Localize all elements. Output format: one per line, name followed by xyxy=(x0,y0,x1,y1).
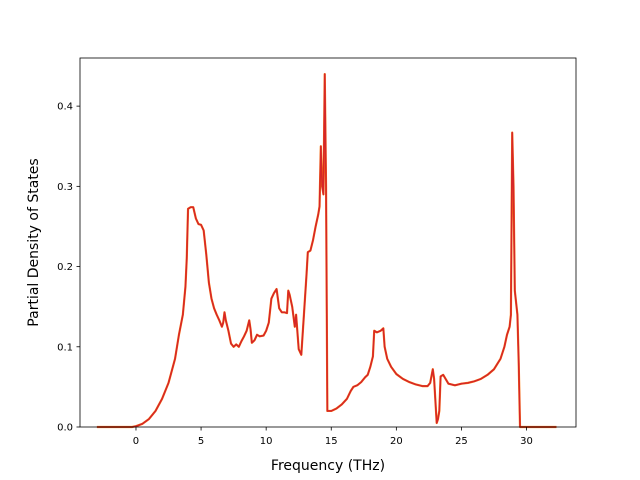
y-tick-label: 0.4 xyxy=(57,102,73,113)
x-tick-label: 0 xyxy=(133,436,139,447)
y-tick-label: 0.1 xyxy=(57,342,73,353)
y-axis-ticks: 0.0 0.1 0.2 0.3 0.4 xyxy=(57,102,80,434)
y-axis-label: Partial Density of States xyxy=(26,158,42,326)
series-layer xyxy=(96,72,557,429)
plot-frame xyxy=(79,57,577,428)
x-tick-label: 30 xyxy=(520,436,533,447)
x-tick-label: 20 xyxy=(390,436,403,447)
x-tick-label: 25 xyxy=(455,436,468,447)
x-tick-label: 10 xyxy=(260,436,273,447)
x-axis-ticks: 0 5 10 15 20 25 30 xyxy=(133,427,533,447)
series-line xyxy=(96,73,557,428)
y-tick-label: 0.0 xyxy=(57,423,73,434)
x-axis-label: Frequency (THz) xyxy=(271,458,385,474)
y-tick-label: 0.3 xyxy=(57,182,73,193)
x-tick-label: 15 xyxy=(325,436,338,447)
y-tick-label: 0.2 xyxy=(57,262,73,273)
x-tick-label: 5 xyxy=(198,436,204,447)
